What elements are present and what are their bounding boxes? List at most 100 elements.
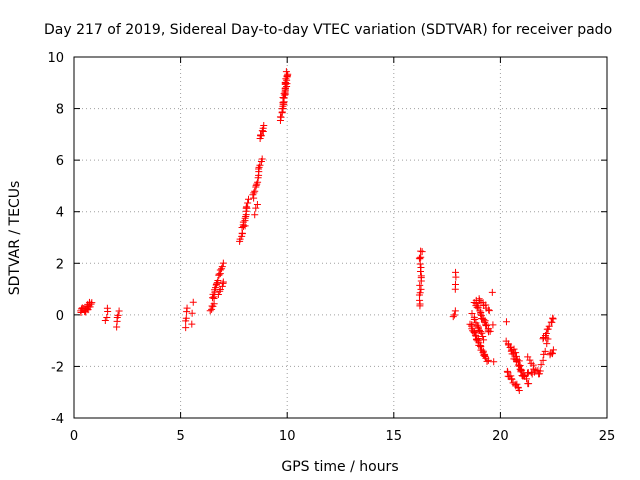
x-tick-label: 15 (386, 429, 403, 444)
data-point (541, 347, 549, 355)
y-tick-label: 8 (56, 103, 64, 118)
data-point (517, 365, 525, 373)
data-point (451, 307, 459, 315)
data-point (283, 73, 291, 81)
data-point (545, 322, 553, 330)
data-point (219, 278, 227, 286)
data-point (277, 113, 285, 121)
data-point (548, 349, 556, 357)
data-point (451, 281, 459, 289)
data-point (244, 199, 252, 207)
data-point (216, 287, 224, 295)
data-point (103, 314, 111, 322)
data-point (548, 350, 556, 358)
data-points (77, 68, 557, 394)
data-point (252, 204, 260, 212)
data-point (250, 189, 258, 197)
data-point (183, 304, 191, 312)
data-point (540, 350, 548, 358)
data-point (213, 280, 221, 288)
data-point (512, 349, 520, 357)
data-point (480, 315, 488, 323)
data-point (476, 297, 484, 305)
data-point (114, 311, 122, 319)
data-point (452, 268, 460, 276)
data-point (549, 346, 557, 354)
data-point (182, 314, 190, 322)
data-point (103, 304, 111, 312)
data-point (219, 259, 227, 267)
y-tick-label: 10 (47, 51, 64, 66)
x-tick-label: 20 (492, 429, 509, 444)
data-point (482, 322, 490, 330)
data-point (254, 178, 262, 186)
data-point (508, 375, 516, 383)
data-point (252, 181, 260, 189)
data-point (542, 330, 550, 338)
data-point (486, 327, 494, 335)
data-point (470, 328, 478, 336)
data-point (468, 310, 476, 318)
data-point (474, 304, 482, 312)
data-point (417, 285, 425, 293)
data-point (481, 352, 489, 360)
data-point (206, 307, 214, 315)
data-point (489, 321, 497, 329)
data-point (417, 253, 425, 261)
data-point (279, 104, 287, 112)
data-point (539, 356, 547, 364)
data-point (417, 247, 425, 255)
data-point (525, 380, 533, 388)
chart-title: Day 217 of 2019, Sidereal Day-to-day VTE… (44, 22, 612, 38)
data-point (245, 195, 253, 203)
x-tick-label: 5 (176, 429, 184, 444)
y-tick-label: 2 (56, 257, 64, 272)
x-tick-label: 0 (70, 429, 78, 444)
data-point (482, 320, 490, 328)
data-point (188, 309, 196, 317)
data-point (483, 357, 491, 365)
data-point (241, 217, 249, 225)
data-point (450, 311, 458, 319)
data-point (477, 328, 485, 336)
data-point (214, 277, 222, 285)
data-point (115, 307, 123, 315)
data-point (215, 270, 223, 278)
data-point (502, 318, 510, 326)
data-point (485, 306, 493, 314)
data-point (548, 318, 556, 326)
y-axis-label: SDTVAR / TECUs (7, 181, 23, 296)
data-point (239, 218, 247, 226)
data-point (418, 248, 426, 256)
data-point (513, 380, 521, 388)
data-point (471, 331, 479, 339)
data-point (218, 282, 226, 290)
data-point (283, 76, 291, 84)
data-point (259, 124, 267, 132)
data-point (417, 264, 425, 272)
data-point (514, 383, 522, 391)
data-point (516, 361, 524, 369)
data-point (471, 316, 479, 324)
data-point (416, 281, 424, 289)
grid (74, 57, 607, 418)
x-tick-label: 10 (279, 429, 296, 444)
data-point (260, 121, 268, 129)
data-point (544, 325, 552, 333)
data-point (485, 307, 493, 315)
data-point (515, 357, 523, 365)
data-point (88, 299, 96, 307)
data-point (417, 272, 425, 280)
data-point (479, 332, 487, 340)
data-point (281, 84, 289, 92)
x-axis-label: GPS time / hours (281, 459, 398, 475)
data-point (282, 90, 290, 98)
data-point (101, 317, 109, 325)
y-tick-label: 0 (56, 309, 64, 324)
data-point (480, 336, 488, 344)
data-point (188, 320, 196, 328)
data-point (242, 211, 250, 219)
data-point (280, 94, 288, 102)
data-point (253, 200, 261, 208)
data-point (520, 371, 528, 379)
